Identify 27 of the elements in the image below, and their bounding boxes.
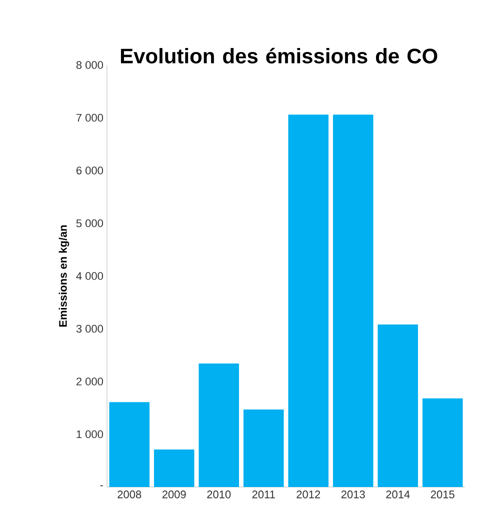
x-tick-label: 2012 [296, 490, 320, 498]
x-tick-label: 2013 [341, 490, 365, 498]
y-axis-title: Emissions en kg/an [58, 225, 70, 327]
bar [109, 402, 150, 487]
y-tick-label: 5 000 [76, 219, 104, 228]
x-tick-label: 2011 [252, 490, 275, 498]
chart-title: Evolution des émissions de CO [120, 48, 438, 64]
y-tick-label: - [100, 485, 103, 486]
bar [422, 398, 463, 487]
y-tick-label: 2 000 [76, 378, 104, 386]
bar [243, 409, 284, 487]
y-tick-label: 8 000 [76, 61, 104, 69]
bar [154, 450, 194, 487]
bar [332, 114, 374, 487]
bar [378, 324, 418, 487]
bar [288, 114, 329, 487]
x-tick-label: 2015 [430, 490, 454, 498]
x-tick-label: 2008 [118, 490, 142, 498]
y-tick-label: 1 000 [76, 430, 104, 438]
x-tick-label: 2009 [162, 490, 186, 498]
y-tick-label: 4 000 [76, 272, 104, 280]
y-tick-label: 6 000 [76, 166, 104, 174]
x-tick-label: 2010 [207, 490, 231, 498]
y-tick-label: 7 000 [76, 114, 104, 122]
y-tick-label: 3 000 [76, 324, 104, 333]
bar [198, 364, 240, 487]
x-tick-label: 2014 [386, 490, 410, 498]
